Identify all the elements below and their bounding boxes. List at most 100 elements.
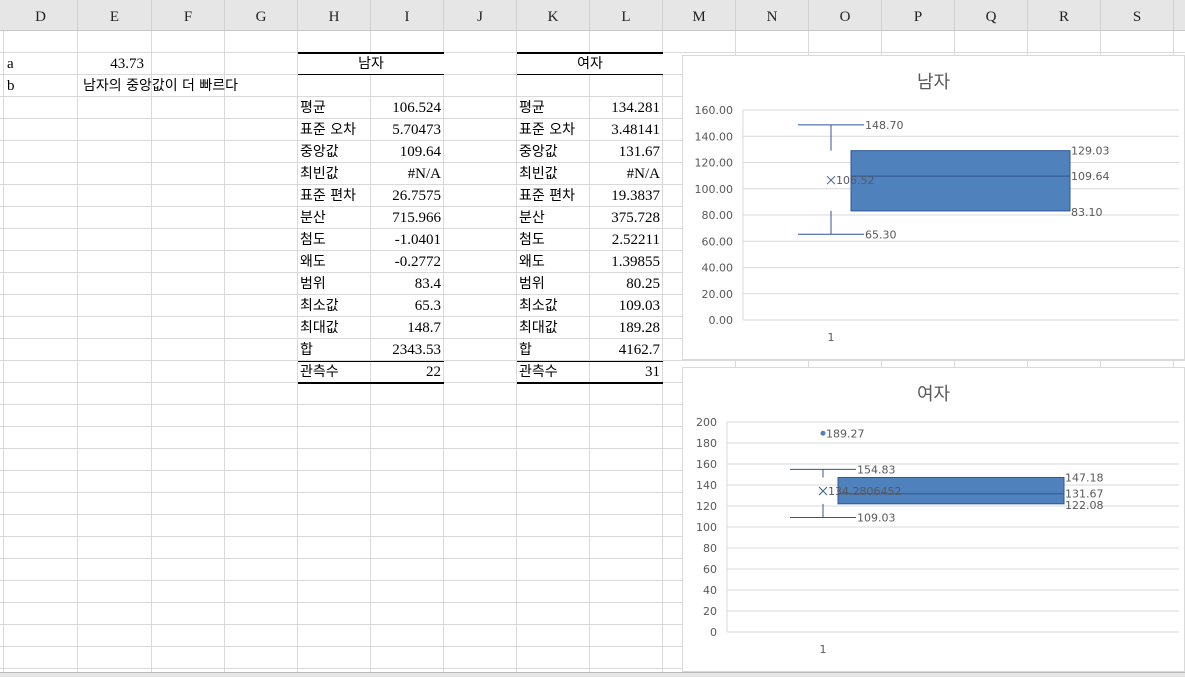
table-title[interactable]: 남자 <box>298 53 444 75</box>
cell-d2[interactable]: a <box>7 56 14 72</box>
column-header-n[interactable]: N <box>736 0 809 30</box>
stat-value[interactable]: 131.67 <box>618 144 660 160</box>
stat-label[interactable]: 표준 편차 <box>300 188 356 204</box>
table-title[interactable]: 여자 <box>517 53 663 75</box>
table-bottom-border <box>517 382 663 384</box>
stat-value[interactable]: -1.0401 <box>394 232 441 248</box>
column-header-k[interactable]: K <box>517 0 590 30</box>
stat-value[interactable]: 3.48141 <box>611 122 660 138</box>
stat-value[interactable]: 375.728 <box>611 210 660 226</box>
stat-value[interactable]: 715.966 <box>392 210 441 226</box>
table-row-border <box>298 361 444 362</box>
stat-value[interactable]: 2.52211 <box>611 232 660 248</box>
outlier-point <box>820 430 826 436</box>
male-boxplot-chart[interactable]: 남자 0.00 20.00 40.00 60.00 80.00 100.00 120.00 1… <box>682 55 1185 360</box>
column-header-h[interactable]: H <box>298 0 371 30</box>
stat-label[interactable]: 평균 <box>300 100 326 116</box>
stat-label[interactable]: 왜도 <box>519 254 545 270</box>
data-label-min: 65.30 <box>865 228 897 241</box>
stat-label[interactable]: 최소값 <box>300 298 339 314</box>
stat-value[interactable]: 26.7575 <box>392 188 441 204</box>
y-tick-label: 80 <box>703 542 717 555</box>
y-tick-label: 160 <box>696 458 717 471</box>
gridline <box>0 602 1185 603</box>
stat-label[interactable]: 왜도 <box>300 254 326 270</box>
stat-label[interactable]: 중앙값 <box>300 144 339 160</box>
y-tick-label: 180 <box>696 437 717 450</box>
column-header-d[interactable]: D <box>4 0 78 30</box>
stat-label[interactable]: 합 <box>519 342 532 358</box>
stat-value[interactable]: 22 <box>426 364 441 380</box>
stat-value[interactable]: 65.3 <box>414 298 441 314</box>
sheet-tab-bar[interactable] <box>0 672 1185 677</box>
stat-value[interactable]: 2343.53 <box>392 342 441 358</box>
female-boxplot-chart[interactable]: 여자 0 20 40 60 80 100 120 140 160 180 200 134.280645… <box>682 367 1185 672</box>
gridline <box>0 426 1185 427</box>
box-iqr <box>850 150 1071 212</box>
stat-label[interactable]: 범위 <box>519 276 545 292</box>
stat-value[interactable]: 109.64 <box>399 144 441 160</box>
stat-label[interactable]: 표준 오차 <box>519 122 575 138</box>
cell-e2[interactable]: 43.73 <box>110 56 144 72</box>
stat-label[interactable]: 최소값 <box>519 298 558 314</box>
data-label-mean: 106.52 <box>836 174 875 187</box>
stat-label[interactable]: 평균 <box>519 100 545 116</box>
stat-value[interactable]: #N/A <box>407 166 441 182</box>
column-header-s[interactable]: S <box>1101 0 1174 30</box>
stat-label[interactable]: 관측수 <box>519 364 558 380</box>
stat-label[interactable]: 범위 <box>300 276 326 292</box>
column-header-f[interactable]: F <box>152 0 225 30</box>
column-header-o[interactable]: O <box>809 0 882 30</box>
cell-d3[interactable]: b <box>7 78 15 94</box>
stat-label[interactable]: 분산 <box>300 210 326 226</box>
stat-value[interactable]: 106.524 <box>392 100 441 116</box>
stat-value[interactable]: 5.70473 <box>392 122 441 138</box>
stat-label[interactable]: 최대값 <box>300 320 339 336</box>
column-header-l[interactable]: L <box>590 0 663 30</box>
column-header-q[interactable]: Q <box>955 0 1028 30</box>
stat-value[interactable]: 1.39855 <box>611 254 660 270</box>
column-header-g[interactable]: G <box>225 0 298 30</box>
stat-value[interactable]: 19.3837 <box>611 188 660 204</box>
column-header-r[interactable]: R <box>1028 0 1101 30</box>
column-header-j[interactable]: J <box>444 0 517 30</box>
stat-label[interactable]: 표준 편차 <box>519 188 575 204</box>
stat-label[interactable]: 최빈값 <box>300 166 339 182</box>
cell-e3[interactable]: 남자의 중앙값이 더 빠르다 <box>83 78 239 94</box>
stat-value[interactable]: 109.03 <box>618 298 660 314</box>
stat-value[interactable]: 31 <box>645 364 660 380</box>
gridline <box>516 31 517 676</box>
y-tick-label: 60.00 <box>702 235 734 248</box>
stat-value[interactable]: #N/A <box>626 166 660 182</box>
y-tick-label: 40 <box>703 584 717 597</box>
stat-value[interactable]: 148.7 <box>407 320 441 336</box>
stat-value[interactable]: 189.28 <box>618 320 660 336</box>
data-label-max: 154.83 <box>857 463 896 476</box>
gridline <box>0 338 1185 339</box>
stat-label[interactable]: 관측수 <box>300 364 339 380</box>
stat-label[interactable]: 합 <box>300 342 313 358</box>
y-tick-label: 40.00 <box>702 262 734 275</box>
stat-label[interactable]: 표준 오차 <box>300 122 356 138</box>
stat-label[interactable]: 중앙값 <box>519 144 558 160</box>
stat-label[interactable]: 분산 <box>519 210 545 226</box>
stat-label[interactable]: 첨도 <box>519 232 545 248</box>
stat-value[interactable]: 4162.7 <box>618 342 660 358</box>
table-bottom-border <box>298 382 444 384</box>
gridline <box>0 250 1185 251</box>
stat-label[interactable]: 최빈값 <box>519 166 558 182</box>
stat-label[interactable]: 최대값 <box>519 320 558 336</box>
stat-value[interactable]: 134.281 <box>611 100 660 116</box>
gridline <box>0 558 1185 559</box>
column-header-m[interactable]: M <box>663 0 736 30</box>
gridline <box>0 536 1185 537</box>
column-header-e[interactable]: E <box>78 0 152 30</box>
stat-label[interactable]: 첨도 <box>300 232 326 248</box>
chart-plot: 0.00 20.00 40.00 60.00 80.00 100.00 120.00 140.… <box>695 104 1179 344</box>
stat-value[interactable]: 80.25 <box>626 276 660 292</box>
stat-value[interactable]: -0.2772 <box>394 254 441 270</box>
stat-value[interactable]: 83.4 <box>414 276 441 292</box>
column-header-i[interactable]: I <box>371 0 444 30</box>
gridline <box>0 294 1185 295</box>
column-header-p[interactable]: P <box>882 0 955 30</box>
